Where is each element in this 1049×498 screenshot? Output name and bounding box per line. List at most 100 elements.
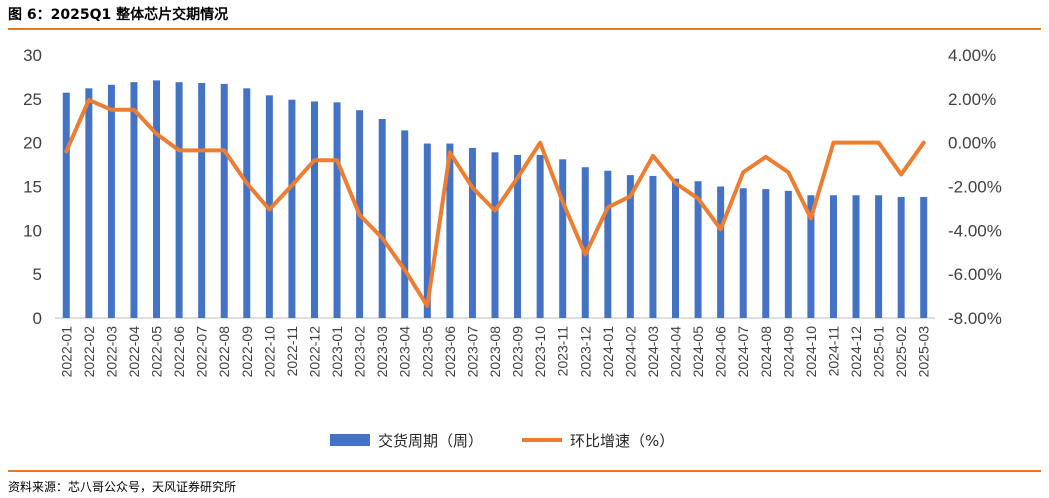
bottom-rule [8,470,1041,472]
bar [920,197,928,318]
bar-series [62,80,928,319]
y-left-tick-label: 30 [23,46,42,65]
bar [694,181,702,318]
bar [829,195,837,318]
bar [153,80,161,318]
bar [491,152,499,318]
y-left-tick-label: 5 [33,265,42,284]
legend-line-label: 环比增速（%） [570,432,674,450]
bar [852,195,860,318]
x-tick-label: 2023-04 [397,326,413,378]
x-tick-label: 2025-03 [916,326,932,378]
y-right-tick-label: -6.00% [948,265,1002,284]
top-rule [8,28,1041,30]
bar [85,88,93,318]
bar [288,99,296,319]
legend-bar-swatch [330,434,370,446]
bar [175,82,183,319]
x-tick-label: 2023-06 [442,326,458,378]
y-right-tick-label: 0.00% [948,134,996,153]
x-tick-label: 2023-07 [464,326,480,378]
bar [626,175,634,318]
x-tick-label: 2023-02 [352,326,368,378]
y-right-tick-label: -8.00% [948,309,1002,328]
y-right-tick-label: 4.00% [948,46,996,65]
source-note: 资料来源：芯八哥公众号，天风证券研究所 [8,480,237,494]
x-tick-label: 2022-11 [284,326,300,377]
bar [243,88,251,318]
y-right-tick-label: -4.00% [948,221,1002,240]
x-tick-label: 2024-06 [713,326,729,378]
x-tick-label: 2022-06 [171,326,187,378]
x-tick-label: 2023-12 [577,326,593,378]
bar [739,188,747,318]
x-tick-label: 2023-08 [487,326,503,378]
x-tick-label: 2022-09 [239,326,255,378]
y-right-tick-label: 2.00% [948,90,996,109]
x-tick-label: 2023-01 [329,326,345,378]
bar [333,102,341,318]
bar [401,130,409,318]
bar [310,101,318,319]
legend: 交货周期（周） 环比增速（%） [330,432,674,450]
x-tick-label: 2024-05 [690,326,706,378]
x-tick-label: 2022-10 [261,326,277,378]
bar [875,195,883,318]
line-series [64,97,926,308]
x-tick-label: 2025-02 [893,326,909,378]
x-tick-label: 2023-09 [510,326,526,378]
chart-area: 0 5 10 15 20 25 30 -8.00% -6.00% -4.00% -2.00% 0.00… [23,46,1002,450]
x-tick-label: 2024-12 [848,326,864,378]
bar [604,170,612,318]
y-right-tick-label: -2.00% [948,178,1002,197]
bar [198,83,206,318]
legend-bar-label: 交货周期（周） [378,432,483,450]
bar [762,189,770,318]
x-tick-label: 2022-02 [81,326,97,378]
bar [62,92,70,318]
bar [581,167,589,318]
x-tick-label: 2024-11 [825,326,841,377]
x-tick-label: 2023-05 [419,326,435,378]
x-tick-label: 2024-02 [622,326,638,378]
tick-labels: 0 5 10 15 20 25 30 -8.00% -6.00% -4.00% -2.00% 0.00… [23,46,1002,377]
x-tick-label: 2022-07 [194,326,210,378]
bar [649,175,657,318]
y-left-tick-label: 10 [23,221,42,240]
x-tick-label: 2022-12 [306,326,322,378]
bar [672,178,680,318]
bar [514,154,522,318]
x-tick-label: 2023-11 [555,326,571,377]
x-tick-label: 2024-09 [780,326,796,378]
bar [559,159,567,318]
bar [897,197,905,318]
x-tick-label: 2023-03 [374,326,390,378]
bar [468,147,476,318]
x-tick-label: 2022-05 [149,326,165,378]
y-left-tick-label: 20 [23,134,42,153]
x-tick-label: 2022-03 [103,326,119,378]
bar [220,83,228,319]
x-tick-label: 2024-03 [645,326,661,378]
y-left-tick-label: 25 [23,90,42,109]
x-tick-label: 2024-07 [735,326,751,378]
y-left-tick-label: 15 [23,178,42,197]
x-tick-label: 2023-10 [532,326,548,378]
x-tick-label: 2024-04 [668,326,684,378]
bar [423,143,431,318]
x-tick-label: 2025-01 [871,326,887,378]
bar [536,154,544,318]
x-tick-label: 2022-01 [58,326,74,378]
x-tick-label: 2024-01 [600,326,616,378]
figure-title: 图 6：2025Q1 整体芯片交期情况 [8,7,229,23]
bar [378,119,386,318]
x-tick-label: 2024-10 [803,326,819,378]
bar [807,195,815,318]
y-left-tick-label: 0 [33,309,42,328]
x-tick-label: 2022-04 [126,326,142,378]
bar [107,84,115,318]
bar [717,186,725,318]
x-tick-label: 2022-08 [216,326,232,378]
bar [130,82,138,319]
x-tick-label: 2024-08 [758,326,774,378]
